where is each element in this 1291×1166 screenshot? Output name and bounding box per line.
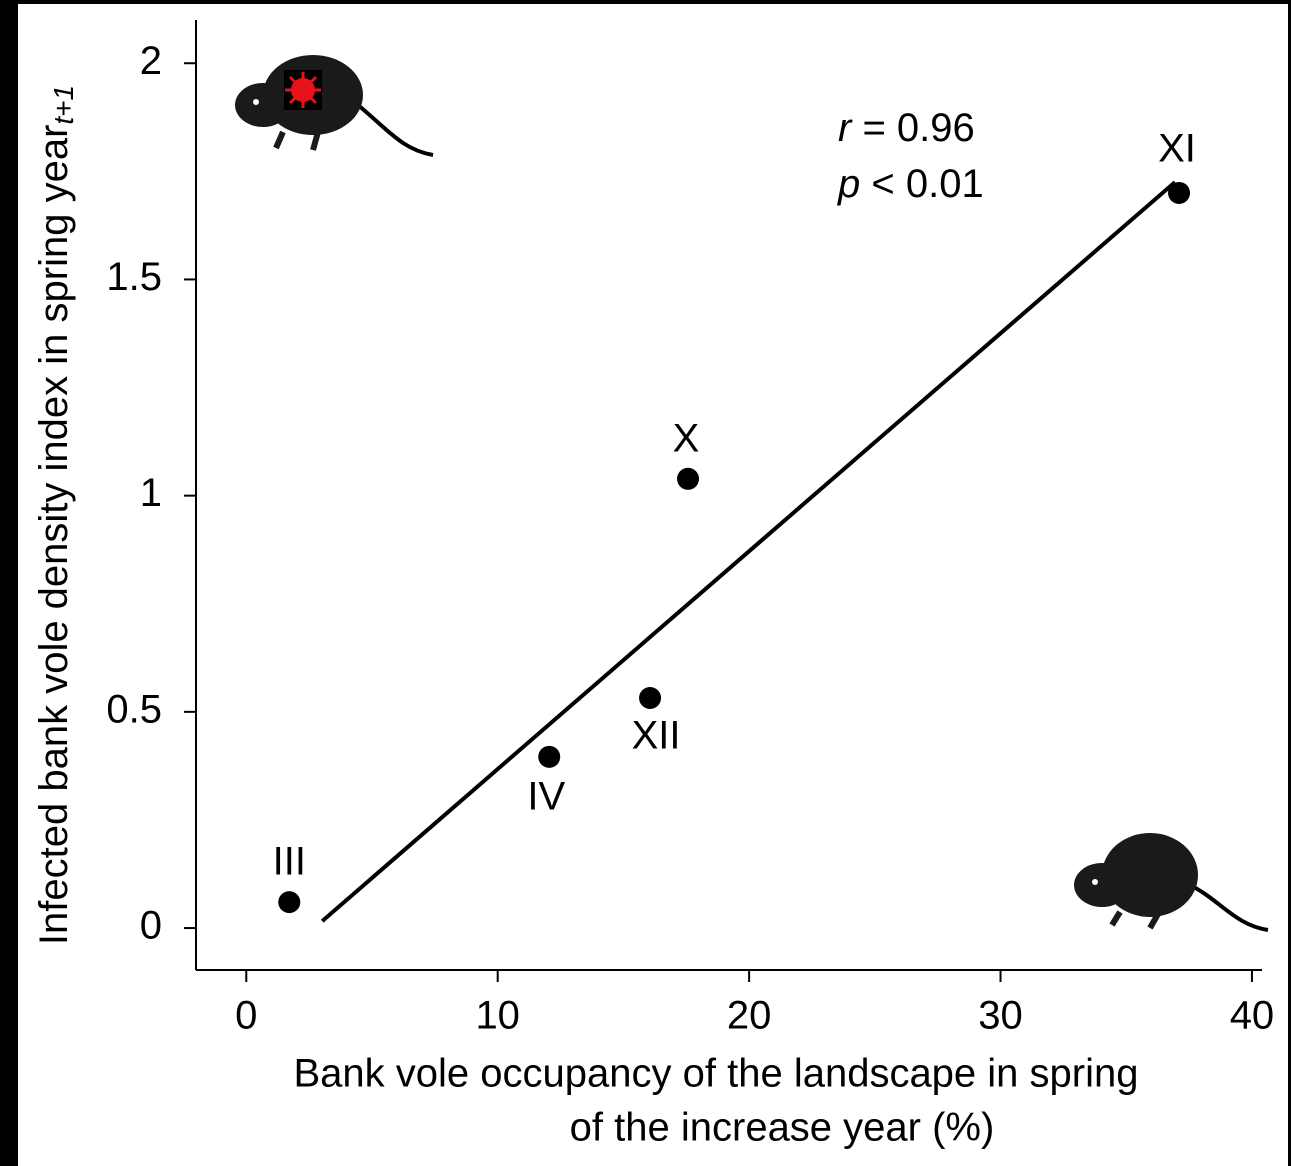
point-label: X <box>673 416 700 460</box>
y-tick-label: 2 <box>140 39 162 83</box>
annotation-symbol: r <box>838 106 853 150</box>
data-point <box>1168 181 1191 204</box>
trend-line <box>320 180 1177 923</box>
data-point <box>278 891 301 914</box>
annotation-text: = 0.96 <box>851 106 974 150</box>
vole-icon <box>1074 833 1269 932</box>
x-tick-label: 0 <box>235 994 257 1038</box>
y-tick-label: 0.5 <box>106 687 162 731</box>
y-axis-title-main: Infected bank vole density index in spri… <box>32 125 76 946</box>
y-tick-label: 1 <box>140 471 162 515</box>
annotation: p < 0.01 <box>837 162 984 206</box>
x-tick-label: 40 <box>1230 994 1275 1038</box>
y-tick-label: 1.5 <box>106 255 162 299</box>
y-axis-title: Infected bank vole density index in spri… <box>32 85 80 945</box>
x-tick-label: 20 <box>727 994 772 1038</box>
data-point <box>538 745 561 768</box>
point-label: III <box>273 840 306 884</box>
annotation-symbol: p <box>837 162 860 206</box>
point-label: IV <box>527 774 565 818</box>
point-label: XII <box>632 714 681 758</box>
data-point <box>677 467 700 490</box>
data-point <box>639 687 662 710</box>
plot-background <box>18 4 1288 1166</box>
annotation: r = 0.96 <box>838 106 975 150</box>
x-axis-title: Bank vole occupancy of the landscape in … <box>294 1052 1139 1096</box>
y-axis-title-subscript: t+1 <box>48 85 79 125</box>
x-axis-title: of the increase year (%) <box>570 1106 995 1150</box>
annotation-text: < 0.01 <box>860 162 983 206</box>
infected-vole-icon <box>235 55 434 157</box>
x-tick-label: 30 <box>978 994 1023 1038</box>
point-label: XI <box>1158 127 1196 171</box>
y-tick-label: 0 <box>140 904 162 948</box>
x-tick-label: 10 <box>475 994 520 1038</box>
